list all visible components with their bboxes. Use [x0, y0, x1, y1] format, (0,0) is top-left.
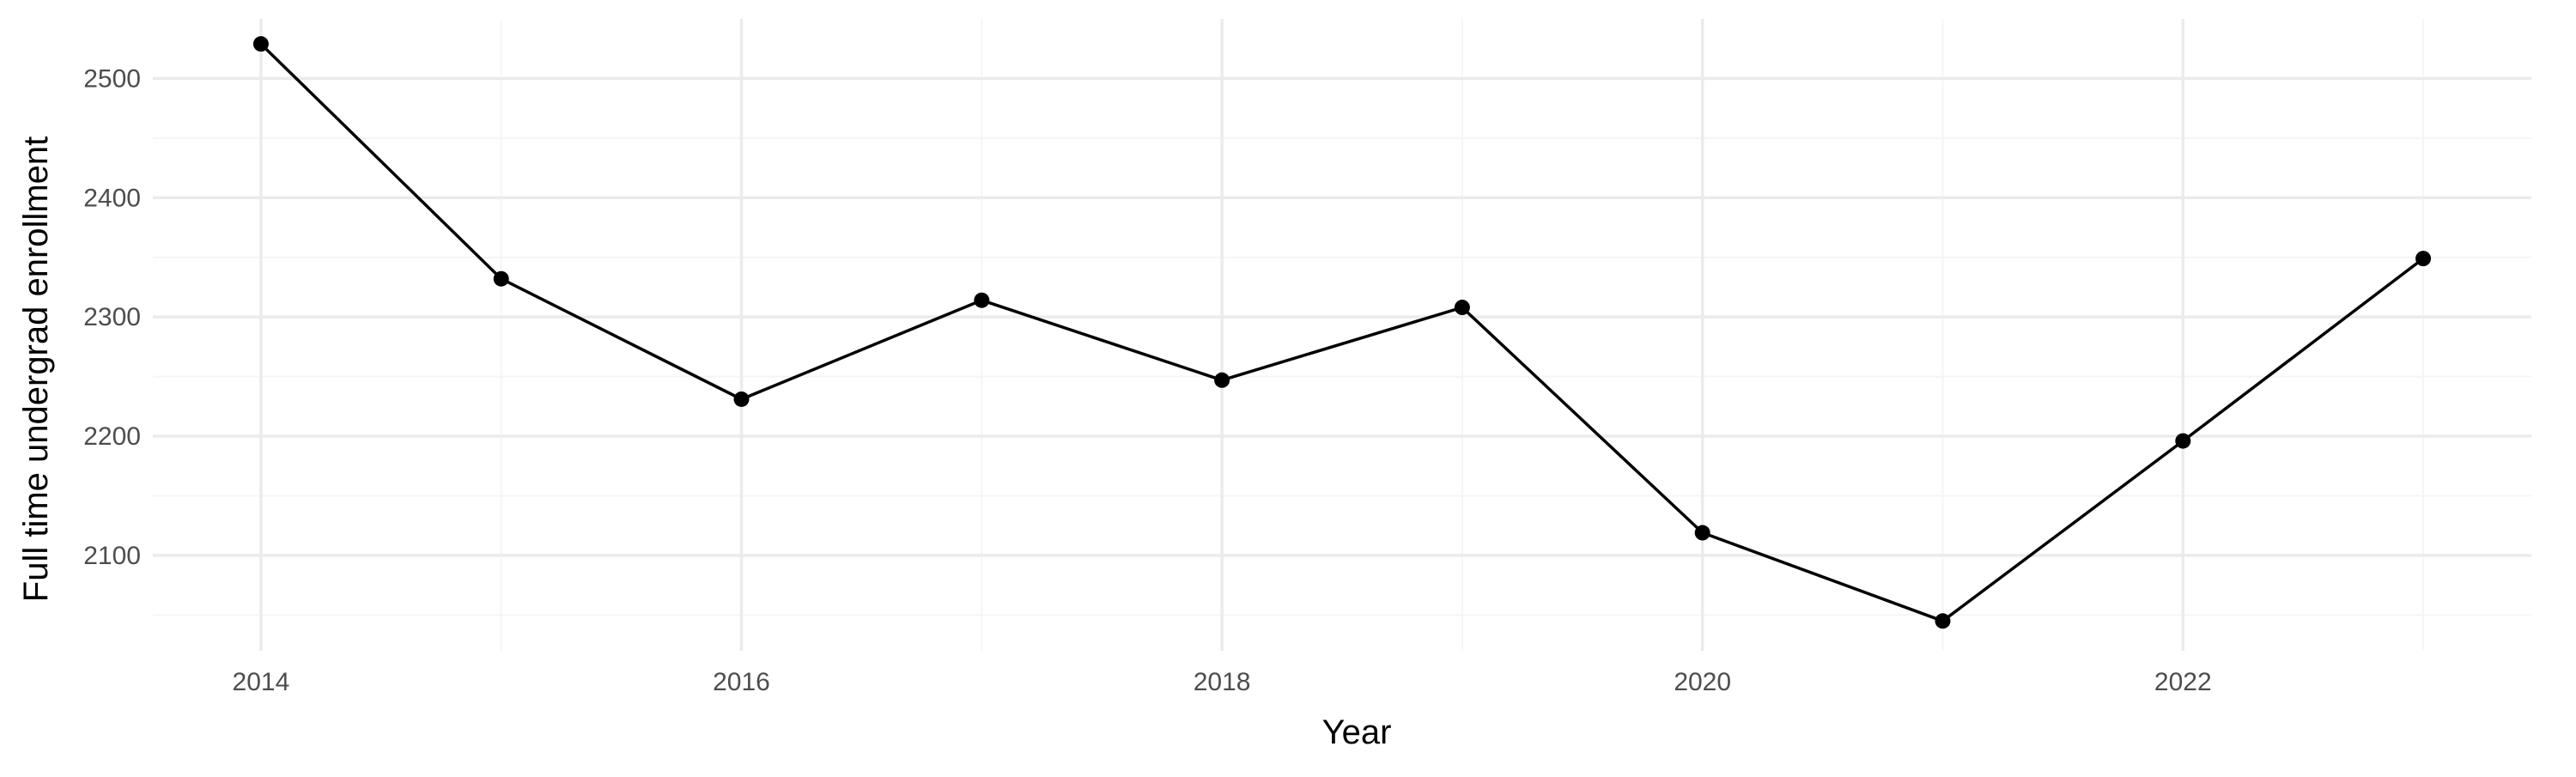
- data-point: [2415, 251, 2432, 267]
- data-point: [1694, 525, 1710, 541]
- x-axis-tick-labels: 2014 2016 2018 2020 2022: [233, 668, 2212, 696]
- y-tick-label: 2300: [83, 303, 141, 331]
- data-points: [252, 36, 2432, 629]
- x-tick-label: 2016: [713, 668, 770, 696]
- data-point: [733, 391, 750, 407]
- data-point: [493, 270, 509, 287]
- data-point: [1214, 372, 1230, 388]
- data-point: [252, 36, 269, 52]
- x-tick-label: 2018: [1194, 668, 1251, 696]
- data-point: [974, 292, 990, 308]
- grid-lines: [153, 19, 2531, 651]
- y-axis-tick-labels: 2100 2200 2300 2400 2500: [83, 64, 141, 569]
- data-point: [1454, 300, 1470, 316]
- series-layer: [259, 42, 2425, 623]
- data-point: [2175, 433, 2191, 449]
- data-point: [1935, 613, 1951, 629]
- x-tick-label: 2020: [1674, 668, 1731, 696]
- y-tick-label: 2200: [83, 422, 141, 451]
- y-axis-title: Full time undergrad enrollment: [17, 137, 55, 602]
- x-tick-label: 2014: [233, 668, 290, 696]
- y-tick-label: 2100: [83, 542, 141, 570]
- x-axis-title: Year: [1322, 713, 1392, 751]
- x-tick-label: 2022: [2154, 668, 2212, 696]
- series-line: [259, 42, 2425, 623]
- y-tick-label: 2400: [83, 184, 141, 212]
- y-tick-label: 2500: [83, 64, 141, 93]
